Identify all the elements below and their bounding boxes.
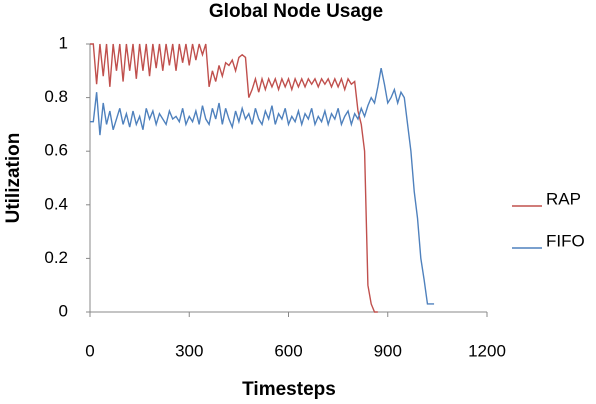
y-tick-label: 0.6 [44,141,68,160]
y-tick-label: 0 [59,301,68,320]
y-tick-label: 0.4 [44,194,68,213]
y-axis-label: Utilization [3,133,24,224]
x-tick-label: 600 [274,341,302,360]
legend-label: RAP [546,189,581,208]
x-tick-label: 300 [175,341,203,360]
chart-title: Global Node Usage [209,1,383,22]
x-tick-label: 900 [374,341,402,360]
series-line [90,67,435,305]
x-axis-label: Timesteps [242,379,336,400]
y-tick-label: 0.2 [44,248,68,267]
legend-label: FIFO [546,231,585,250]
x-tick-label: 0 [85,341,94,360]
y-tick-label: 0.8 [44,87,68,106]
x-tick-label: 1200 [468,341,506,360]
y-tick-label: 1 [59,33,68,52]
series-line [90,43,378,313]
